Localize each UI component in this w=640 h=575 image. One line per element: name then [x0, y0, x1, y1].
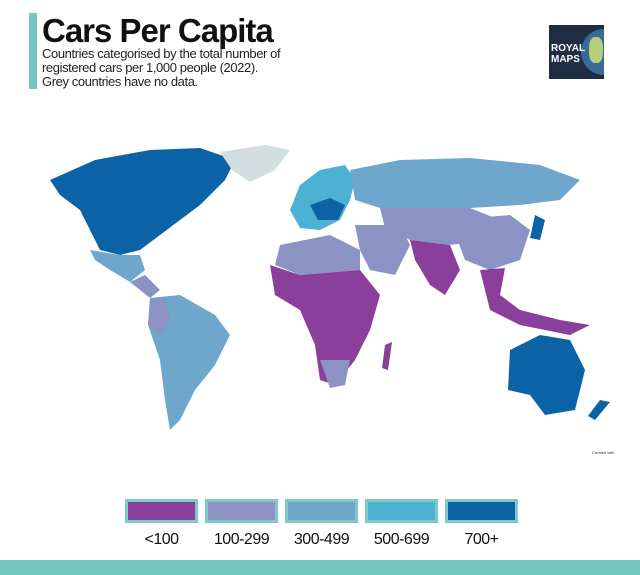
legend-swatch [285, 499, 358, 523]
region-south-america [148, 295, 230, 430]
region-new-zealand [588, 400, 610, 420]
legend-swatch [125, 499, 198, 523]
legend-label: 500-699 [373, 531, 430, 548]
legend-label: 700+ [464, 531, 499, 548]
legend-swatch [445, 499, 518, 523]
region-south-asia [410, 240, 460, 295]
region-bolivia-peru [148, 298, 170, 335]
legend-swatch [365, 499, 438, 523]
legend-label: 300-499 [293, 531, 350, 548]
region-southeast-asia [480, 268, 590, 335]
region-north-africa [275, 235, 360, 275]
region-southern-africa [320, 360, 350, 388]
region-central-america [130, 275, 160, 298]
region-china [450, 215, 530, 270]
royal-maps-logo: ROYAL MAPS [549, 25, 604, 79]
region-japan [530, 215, 545, 240]
legend-item-100-299: 100-299 [205, 499, 278, 549]
region-australia [508, 335, 585, 415]
legend-item-300-499: 300-499 [285, 499, 358, 549]
page-subtitle: Countries categorised by the total numbe… [42, 46, 281, 89]
legend-label: 100-299 [213, 531, 270, 548]
legend-item-lt100: <100 [125, 499, 198, 549]
region-greenland [220, 145, 290, 182]
region-russia [350, 158, 580, 210]
legend-item-700-plus: 700+ [445, 499, 518, 549]
region-north-america [50, 148, 235, 255]
region-mexico [90, 250, 145, 282]
credit-text: Created with [592, 450, 615, 455]
legend-label: <100 [144, 531, 179, 548]
region-europe-core [310, 198, 345, 220]
world-map [50, 145, 610, 430]
legend-item-500-699: 500-699 [365, 499, 438, 549]
region-middle-east [355, 225, 410, 275]
page-title: Cars Per Capita [42, 12, 274, 49]
title-accent-bar [29, 13, 37, 89]
map-legend: <100 100-299 300-499 500-699 700+ [125, 499, 518, 549]
legend-swatch [205, 499, 278, 523]
region-africa [270, 265, 380, 385]
region-madagascar [382, 342, 392, 370]
logo-text: ROYAL MAPS [551, 43, 585, 65]
region-europe [290, 165, 355, 230]
footer-bar [0, 560, 640, 575]
globe-land-icon [589, 37, 603, 63]
